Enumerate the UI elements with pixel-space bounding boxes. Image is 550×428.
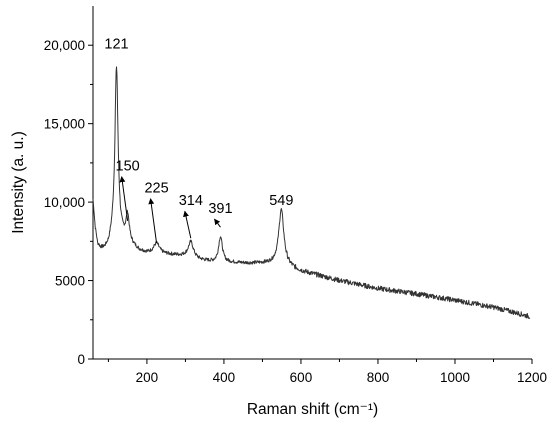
y-tick-label: 0 — [77, 352, 85, 367]
y-tick-label: 10,000 — [44, 195, 85, 210]
y-tick-label: 5000 — [55, 274, 85, 289]
peak-arrow — [183, 210, 192, 239]
peak-label: 314 — [179, 193, 203, 209]
peak-label: 150 — [116, 159, 140, 175]
plot-area: 0 5000 10,000 15,000 20,000 200 400 600 800 1000 1… — [44, 6, 547, 385]
peak-arrow — [119, 176, 129, 222]
x-tick-label: 200 — [136, 370, 159, 385]
x-tick-label: 1000 — [440, 370, 470, 385]
peak-label: 391 — [208, 201, 232, 217]
spectrum-line — [92, 66, 531, 319]
peak-arrow — [214, 218, 221, 228]
peak-label: 549 — [269, 193, 293, 209]
x-axis-title: Raman shift (cm⁻¹) — [247, 401, 378, 418]
y-axis-title: Intensity (a. u.) — [10, 131, 27, 234]
x-tick-label: 800 — [367, 370, 390, 385]
y-tick-label: 20,000 — [44, 38, 85, 53]
x-tick-label: 600 — [290, 370, 313, 385]
peak-arrow — [148, 198, 158, 243]
x-tick-label: 400 — [213, 370, 236, 385]
y-tick-label: 15,000 — [44, 117, 85, 132]
peak-label: 121 — [104, 36, 128, 52]
x-tick-label: 1200 — [517, 370, 547, 385]
peak-label: 225 — [144, 181, 168, 197]
